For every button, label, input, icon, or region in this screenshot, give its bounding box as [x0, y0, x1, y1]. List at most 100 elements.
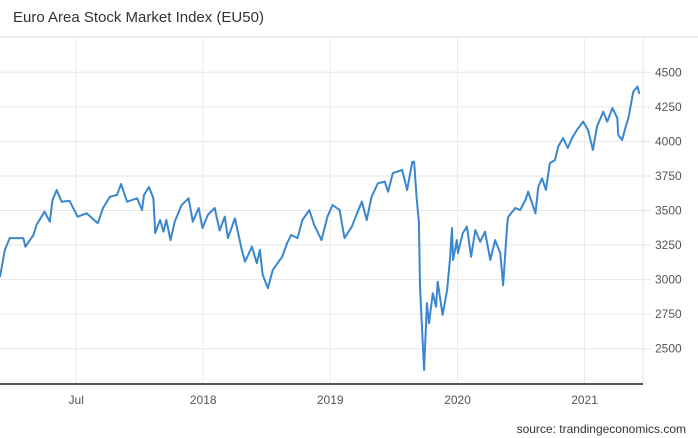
data-point [435, 305, 437, 308]
data-point [165, 219, 168, 221]
data-point [76, 215, 79, 218]
data-point [267, 287, 269, 289]
data-point [338, 209, 341, 211]
data-point [173, 220, 176, 223]
data-point [136, 197, 138, 200]
data-point [213, 207, 216, 209]
data-point [308, 209, 311, 211]
data-point [234, 217, 236, 220]
chart-title: Euro Area Stock Market Index (EU50) [13, 9, 264, 26]
data-point [449, 259, 451, 261]
y-tick-label: 3500 [655, 204, 682, 218]
data-point [502, 284, 504, 287]
data-point [456, 239, 458, 241]
data-point [534, 212, 537, 215]
data-point [120, 183, 122, 185]
data-point [484, 230, 486, 233]
x-tick-label: Jul [69, 393, 84, 407]
data-point [446, 289, 448, 291]
y-tick-label: 4250 [655, 100, 682, 114]
data-point [474, 229, 477, 231]
data-point [494, 239, 496, 241]
data-point [259, 249, 261, 251]
data-point [22, 237, 25, 239]
data-point [301, 219, 304, 221]
data-point [331, 204, 334, 206]
x-tick-label: 2018 [190, 393, 217, 407]
data-point [627, 117, 630, 119]
data-point [413, 160, 415, 163]
data-point [255, 262, 258, 265]
data-point [624, 127, 627, 129]
data-point [192, 220, 194, 223]
data-point [519, 209, 521, 211]
data-point [557, 146, 559, 148]
data-point [272, 269, 274, 271]
data-point [621, 139, 623, 141]
data-point [616, 117, 619, 119]
data-point [286, 242, 288, 244]
data-point [143, 194, 145, 196]
data-point [201, 227, 204, 229]
data-point [562, 137, 564, 139]
data-point [154, 232, 156, 234]
data-point [290, 234, 293, 236]
data-point [197, 207, 200, 209]
data-point [159, 219, 161, 221]
data-point [241, 249, 243, 251]
data-point [576, 129, 578, 131]
data-point [377, 182, 379, 185]
data-point [85, 212, 88, 215]
data-point [537, 185, 540, 188]
data-point [251, 245, 253, 248]
data-point [567, 147, 569, 149]
data-point [436, 280, 439, 283]
data-point [617, 134, 620, 136]
y-tick-label: 3000 [655, 273, 682, 287]
data-point [596, 125, 598, 128]
data-point [162, 230, 165, 233]
data-point [49, 220, 51, 223]
data-point [418, 220, 420, 223]
data-point [514, 207, 517, 209]
data-point [499, 252, 502, 254]
data-point [24, 245, 27, 248]
data-point [451, 227, 453, 229]
data-point [571, 137, 573, 139]
data-point [343, 237, 346, 239]
data-point [0, 275, 1, 278]
data-point [406, 189, 408, 191]
data-point [524, 199, 527, 201]
data-point [148, 186, 150, 188]
data-point [392, 172, 394, 174]
data-point [611, 107, 614, 109]
data-point [428, 322, 430, 325]
data-point [126, 200, 128, 203]
y-tick-label: 4000 [655, 134, 682, 148]
data-point [116, 194, 118, 196]
data-point [141, 209, 143, 211]
data-point [602, 110, 605, 113]
data-point [218, 229, 221, 232]
data-point [527, 190, 529, 193]
data-point [187, 197, 190, 200]
data-point [60, 200, 63, 203]
data-point [8, 237, 11, 239]
data-point [432, 292, 434, 295]
data-point [441, 314, 444, 316]
data-point [582, 120, 584, 123]
data-point [411, 160, 414, 163]
data-point [227, 237, 229, 239]
data-point [470, 255, 472, 258]
data-point [452, 259, 454, 261]
series-line [0, 85, 641, 371]
data-point [55, 189, 58, 191]
data-point [457, 252, 459, 254]
data-point [638, 92, 640, 95]
data-point [632, 90, 635, 93]
data-point [426, 302, 428, 304]
data-point [507, 215, 510, 218]
data-point [351, 225, 353, 228]
data-point [541, 177, 543, 180]
data-point [261, 274, 264, 276]
